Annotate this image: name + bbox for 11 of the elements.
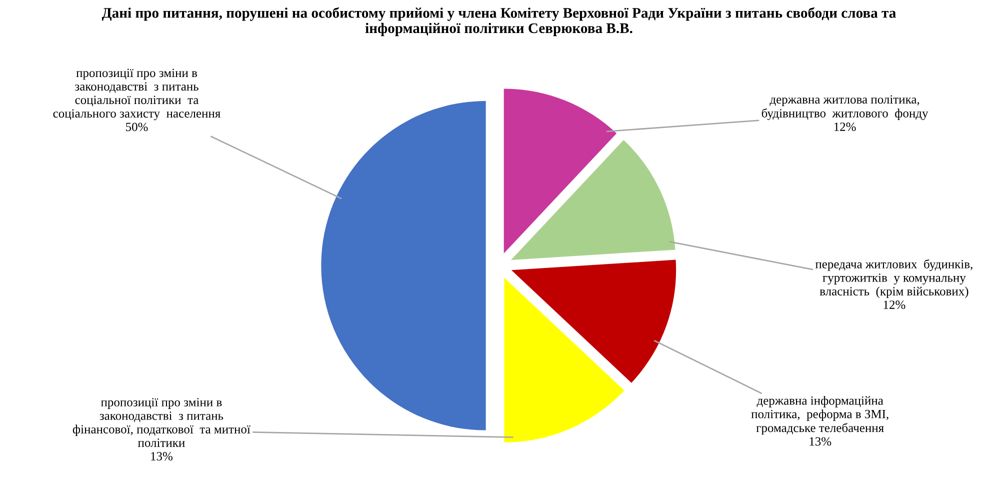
slice-label: пропозиції про зміни в законодавстві з питань фінансової, податкової та митної політики (72, 398, 250, 447)
slice-label: передача житлових будинків, гуртожитків у комунальну власність (крім військових) (815, 259, 972, 298)
data-label: 12% (884, 300, 906, 310)
data-label: 13% (151, 452, 172, 460)
data-label: 13% (810, 437, 832, 446)
data-label: 12% (834, 122, 856, 132)
data-label: 50% (126, 122, 148, 132)
slice-label: державна інформаційна політика, реформа в ЗМІ, громадське телебачення (751, 396, 888, 435)
slice-label: державна житлова політика, будівництво житлового фонду (762, 95, 928, 120)
chart-title: Дані про питання, порушені на особистому прийомі у члена Комітету Верховної Ради України з питань свободи слова та інформаційної політики Севрюкова В.В. (102, 7, 896, 36)
slice-label: пропозиції про зміни в законодавстві з питань соціальної політики та соціального захисту населення (53, 68, 220, 120)
